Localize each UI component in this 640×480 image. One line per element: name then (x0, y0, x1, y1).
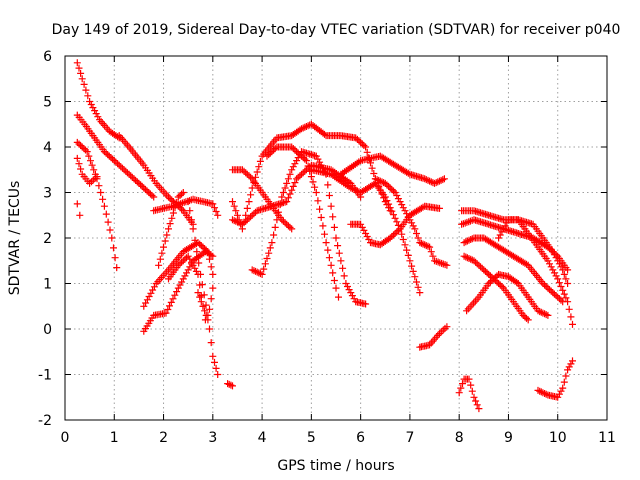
x-axis-label: GPS time / hours (277, 458, 394, 474)
x-tick-label: 9 (504, 430, 513, 446)
data-point-markers (495, 216, 576, 328)
series-arc25 (455, 375, 483, 413)
series-arc6 (73, 200, 84, 219)
data-point-markers (184, 198, 222, 378)
y-tick-label: 2 (43, 231, 52, 247)
data-point-markers (248, 148, 370, 308)
x-tick-label: 1 (110, 430, 119, 446)
chart-title: Day 149 of 2019, Sidereal Day-to-day VTE… (52, 22, 621, 38)
data-point-markers (229, 120, 394, 233)
series-arc9 (140, 239, 217, 310)
series-arc12 (184, 198, 222, 378)
x-tick-label: 10 (549, 430, 567, 446)
data-point-markers (455, 375, 483, 413)
data-point-markers (224, 380, 236, 390)
x-tick-label: 2 (159, 430, 168, 446)
y-tick-label: 1 (43, 277, 52, 293)
x-tick-label: 3 (208, 430, 217, 446)
data-point-markers (460, 234, 567, 306)
series-arc24 (416, 323, 451, 351)
series-arc19 (263, 143, 342, 301)
x-tick-label: 11 (598, 430, 616, 446)
series-arc22 (347, 202, 443, 249)
data-layer (73, 59, 576, 413)
data-point-markers (229, 161, 365, 228)
series-arc31 (495, 216, 576, 328)
data-point-markers (73, 200, 84, 219)
x-tick-label: 6 (356, 430, 365, 446)
series-arc28 (460, 234, 567, 306)
series-arc30 (463, 270, 552, 319)
y-tick-label: 4 (43, 140, 52, 156)
y-tick-label: 6 (43, 49, 52, 65)
series-arc3 (115, 132, 197, 228)
y-axis-label: SDTVAR / TECUs (7, 181, 23, 296)
data-point-markers (155, 189, 187, 269)
series-arc10 (165, 252, 209, 324)
x-tick-label: 8 (455, 430, 464, 446)
x-tick-label: 0 (61, 430, 70, 446)
data-point-markers (534, 357, 576, 401)
x-tick-label: 7 (405, 430, 414, 446)
series-arc20 (307, 166, 424, 297)
data-point-markers (347, 202, 443, 249)
series-arc14 (224, 380, 236, 390)
series-arc1 (73, 59, 123, 142)
series-arc13 (155, 189, 187, 269)
data-point-markers (73, 111, 158, 201)
y-tick-label: 0 (43, 322, 52, 338)
data-point-markers (337, 152, 448, 187)
data-point-markers (115, 132, 197, 228)
data-point-markers (307, 166, 424, 297)
data-point-markers (73, 154, 101, 187)
tick-label-layer: 0 1 2 3 4 5 6 7 8 9 10 11 -2 -1 0 1 2 3 4 5 6 (38, 49, 616, 446)
x-tick-label: 4 (258, 430, 267, 446)
y-tick-label: 5 (43, 95, 52, 111)
data-point-markers (416, 323, 451, 351)
series-arc21 (337, 152, 448, 187)
x-tick-label: 5 (307, 430, 316, 446)
y-tick-label: 3 (43, 186, 52, 202)
series-arc2 (73, 111, 158, 201)
data-point-markers (165, 252, 209, 324)
data-point-markers (140, 239, 217, 310)
data-point-markers (263, 143, 342, 301)
series-arc4 (73, 138, 121, 272)
series-arc17 (229, 120, 394, 233)
series-arc18 (248, 148, 370, 308)
data-point-markers (463, 270, 552, 319)
tick-layer (64, 55, 608, 421)
series-arc16 (229, 161, 365, 228)
y-tick-label: -1 (38, 368, 52, 384)
data-point-markers (371, 175, 451, 269)
series-arc5 (73, 154, 101, 187)
series-arc23 (371, 175, 451, 269)
y-tick-label: -2 (38, 413, 52, 429)
data-point-markers (73, 138, 121, 272)
data-point-markers (73, 59, 123, 142)
series-arc32 (534, 357, 576, 401)
